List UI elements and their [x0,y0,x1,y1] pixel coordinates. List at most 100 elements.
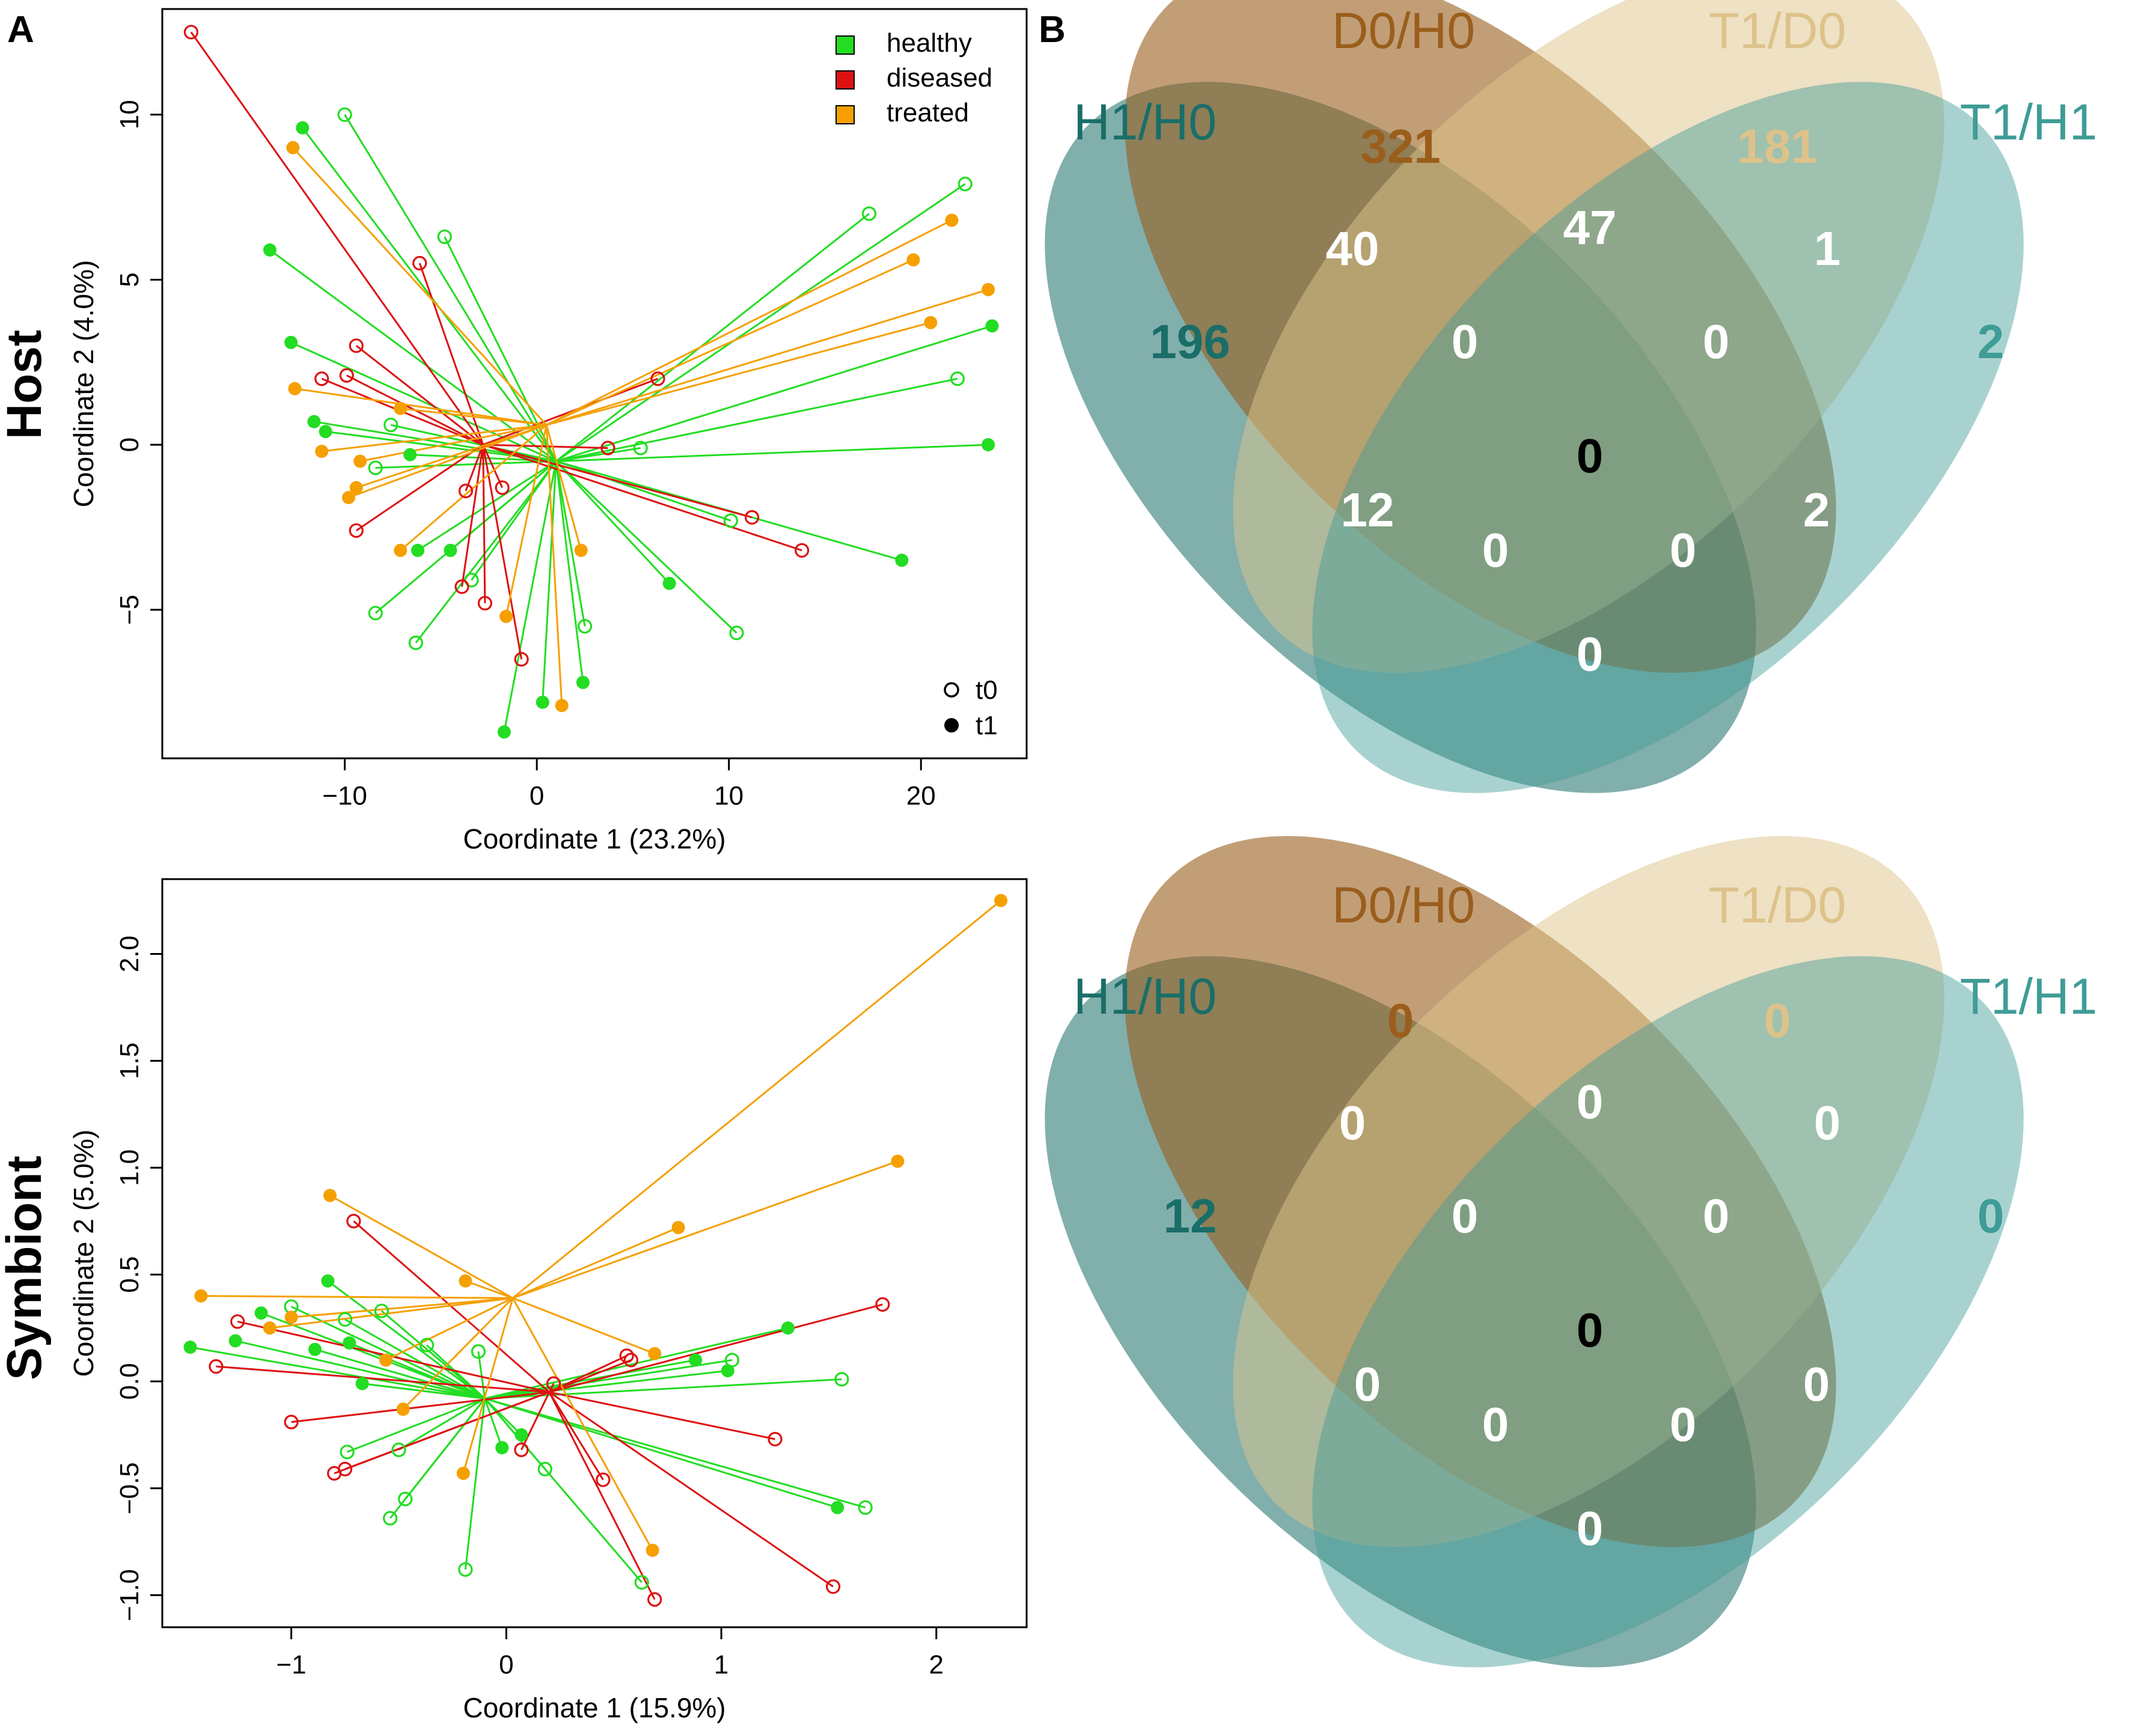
healthy-t0-point [458,1562,473,1577]
healthy-connector-line [484,1398,503,1448]
diseased-connector-line [549,1391,834,1588]
diseased-t0-point [339,368,354,383]
group-legend: healthy diseased treated [835,28,992,127]
x-axis-label: Coordinate 1 (23.2%) [463,823,725,854]
venn-count-h1-h0-t1-d0: 12 [1341,483,1394,537]
healthy-connector-line [464,1398,486,1570]
healthy-t0-point [723,513,738,528]
healthy-connector-line [415,460,557,644]
set-label-t1-d0: T1/D0 [1709,2,1846,59]
legend-label-healthy: healthy [887,28,972,58]
treated-connector-line [545,424,582,551]
treated-t1-point [349,481,363,495]
treated-t1-point [284,1311,298,1324]
y-tick-label: 0.5 [115,1256,144,1293]
treated-t1-point [396,1403,410,1416]
plot-frame [161,8,1028,760]
diseased-connector-line [353,1220,550,1393]
treated-connector-line [465,1280,513,1299]
healthy-t1-point [536,695,549,709]
treated-connector-line [505,424,548,617]
healthy-connector-line [484,1378,842,1399]
healthy-connector-line [555,460,738,634]
treated-t1-point [379,1353,393,1367]
row-label-host: Host [0,330,52,439]
treated-connector-line [546,321,931,426]
healthy-t0-point [958,177,973,192]
treated-t1-point [945,213,959,227]
healthy-t1-point [985,319,999,333]
treated-connector-line [329,1195,513,1299]
set-label-h1-h0: H1/H0 [1074,968,1217,1025]
treated-t1-point [555,699,569,713]
treated-connector-line [402,1297,514,1410]
diseased-t0-point [619,1348,634,1363]
host-pcoa-chart: −10 0 10 20 −5 0 5 10 Coordinate 1 (23.2%) Coordi… [68,8,1028,854]
treated-connector-line [512,1297,653,1551]
treated-connector-line [512,1297,655,1355]
healthy-connector-line [269,249,557,462]
diseased-connector-line [548,1391,604,1481]
diseased-connector-line [461,444,484,587]
healthy-t0-point [834,1372,849,1387]
venn-count-d0-h0-t1-d0: 0 [1577,1075,1604,1128]
diseased-t0-point [230,1314,245,1329]
legend-marker-t1 [944,718,959,732]
diseased-connector-line [465,444,484,492]
healthy-connector-line [484,1369,728,1399]
healthy-t1-point [183,1341,197,1354]
venn-count-h1-h0-d0-h0-t1-d0: 0 [1452,315,1479,368]
x-axis-label: Coordinate 1 (15.9%) [463,1692,725,1723]
treated-connector-line [546,219,953,426]
treated-t1-point [288,382,302,395]
healthy-connector-line [302,127,557,462]
diseased-t0-point [183,25,199,40]
healthy-connector-line [389,1398,486,1519]
healthy-connector-line [555,460,670,584]
healthy-t0-point [950,371,965,386]
diseased-connector-line [216,1365,549,1393]
venn-count-h1-h0-d0-h0: 40 [1326,222,1379,275]
diseased-t0-point [349,523,364,538]
healthy-t0-point [368,460,383,475]
diseased-t0-point [875,1297,890,1312]
legend-label-t1: t1 [976,711,998,740]
healthy-t0-point [398,1491,413,1506]
healthy-t1-point [721,1364,735,1378]
venn-count-t1-h1-only: 2 [1978,315,2005,368]
treated-t1-point [499,609,513,623]
venn-count-h1-h0-t1-d0: 0 [1354,1357,1381,1411]
data-points [183,894,1008,1607]
healthy-t1-point [343,1336,356,1350]
ellipse-t1-h1 [1312,82,2024,793]
treated-t1-point [456,1466,470,1480]
healthy-t1-point [689,1353,703,1367]
diseased-t0-point [284,1415,299,1430]
diseased-connector-line [344,1391,550,1470]
legend-swatch-healthy [835,35,855,55]
treated-t1-point [194,1289,208,1303]
time-legend: t0 t1 [944,675,998,740]
healthy-t1-point [515,1428,528,1442]
healthy-connector-line [471,460,557,581]
healthy-t1-point [495,1441,509,1455]
healthy-t0-point [383,418,399,433]
healthy-connector-line [450,460,557,552]
healthy-t1-point [296,121,310,135]
healthy-t1-point [307,415,321,428]
treated-connector-line [348,424,547,499]
diseased-connector-line [355,345,484,446]
diseased-connector-line [291,1391,550,1424]
healthy-connector-line [380,1310,486,1399]
healthy-connector-line [555,460,732,522]
diseased-connector-line [482,444,503,489]
healthy-t0-point [861,206,877,221]
y-tick-label: 1.0 [115,1150,144,1186]
venn-count-d0-h0-t1-d0: 47 [1563,201,1617,254]
x-tick-label: 10 [714,781,744,811]
y-tick-label: −0.5 [115,1462,144,1514]
treated-connector-line [545,425,563,706]
diseased-t0-point [514,652,529,667]
y-tick-label: 1.5 [115,1043,144,1079]
treated-connector-line [359,424,547,463]
